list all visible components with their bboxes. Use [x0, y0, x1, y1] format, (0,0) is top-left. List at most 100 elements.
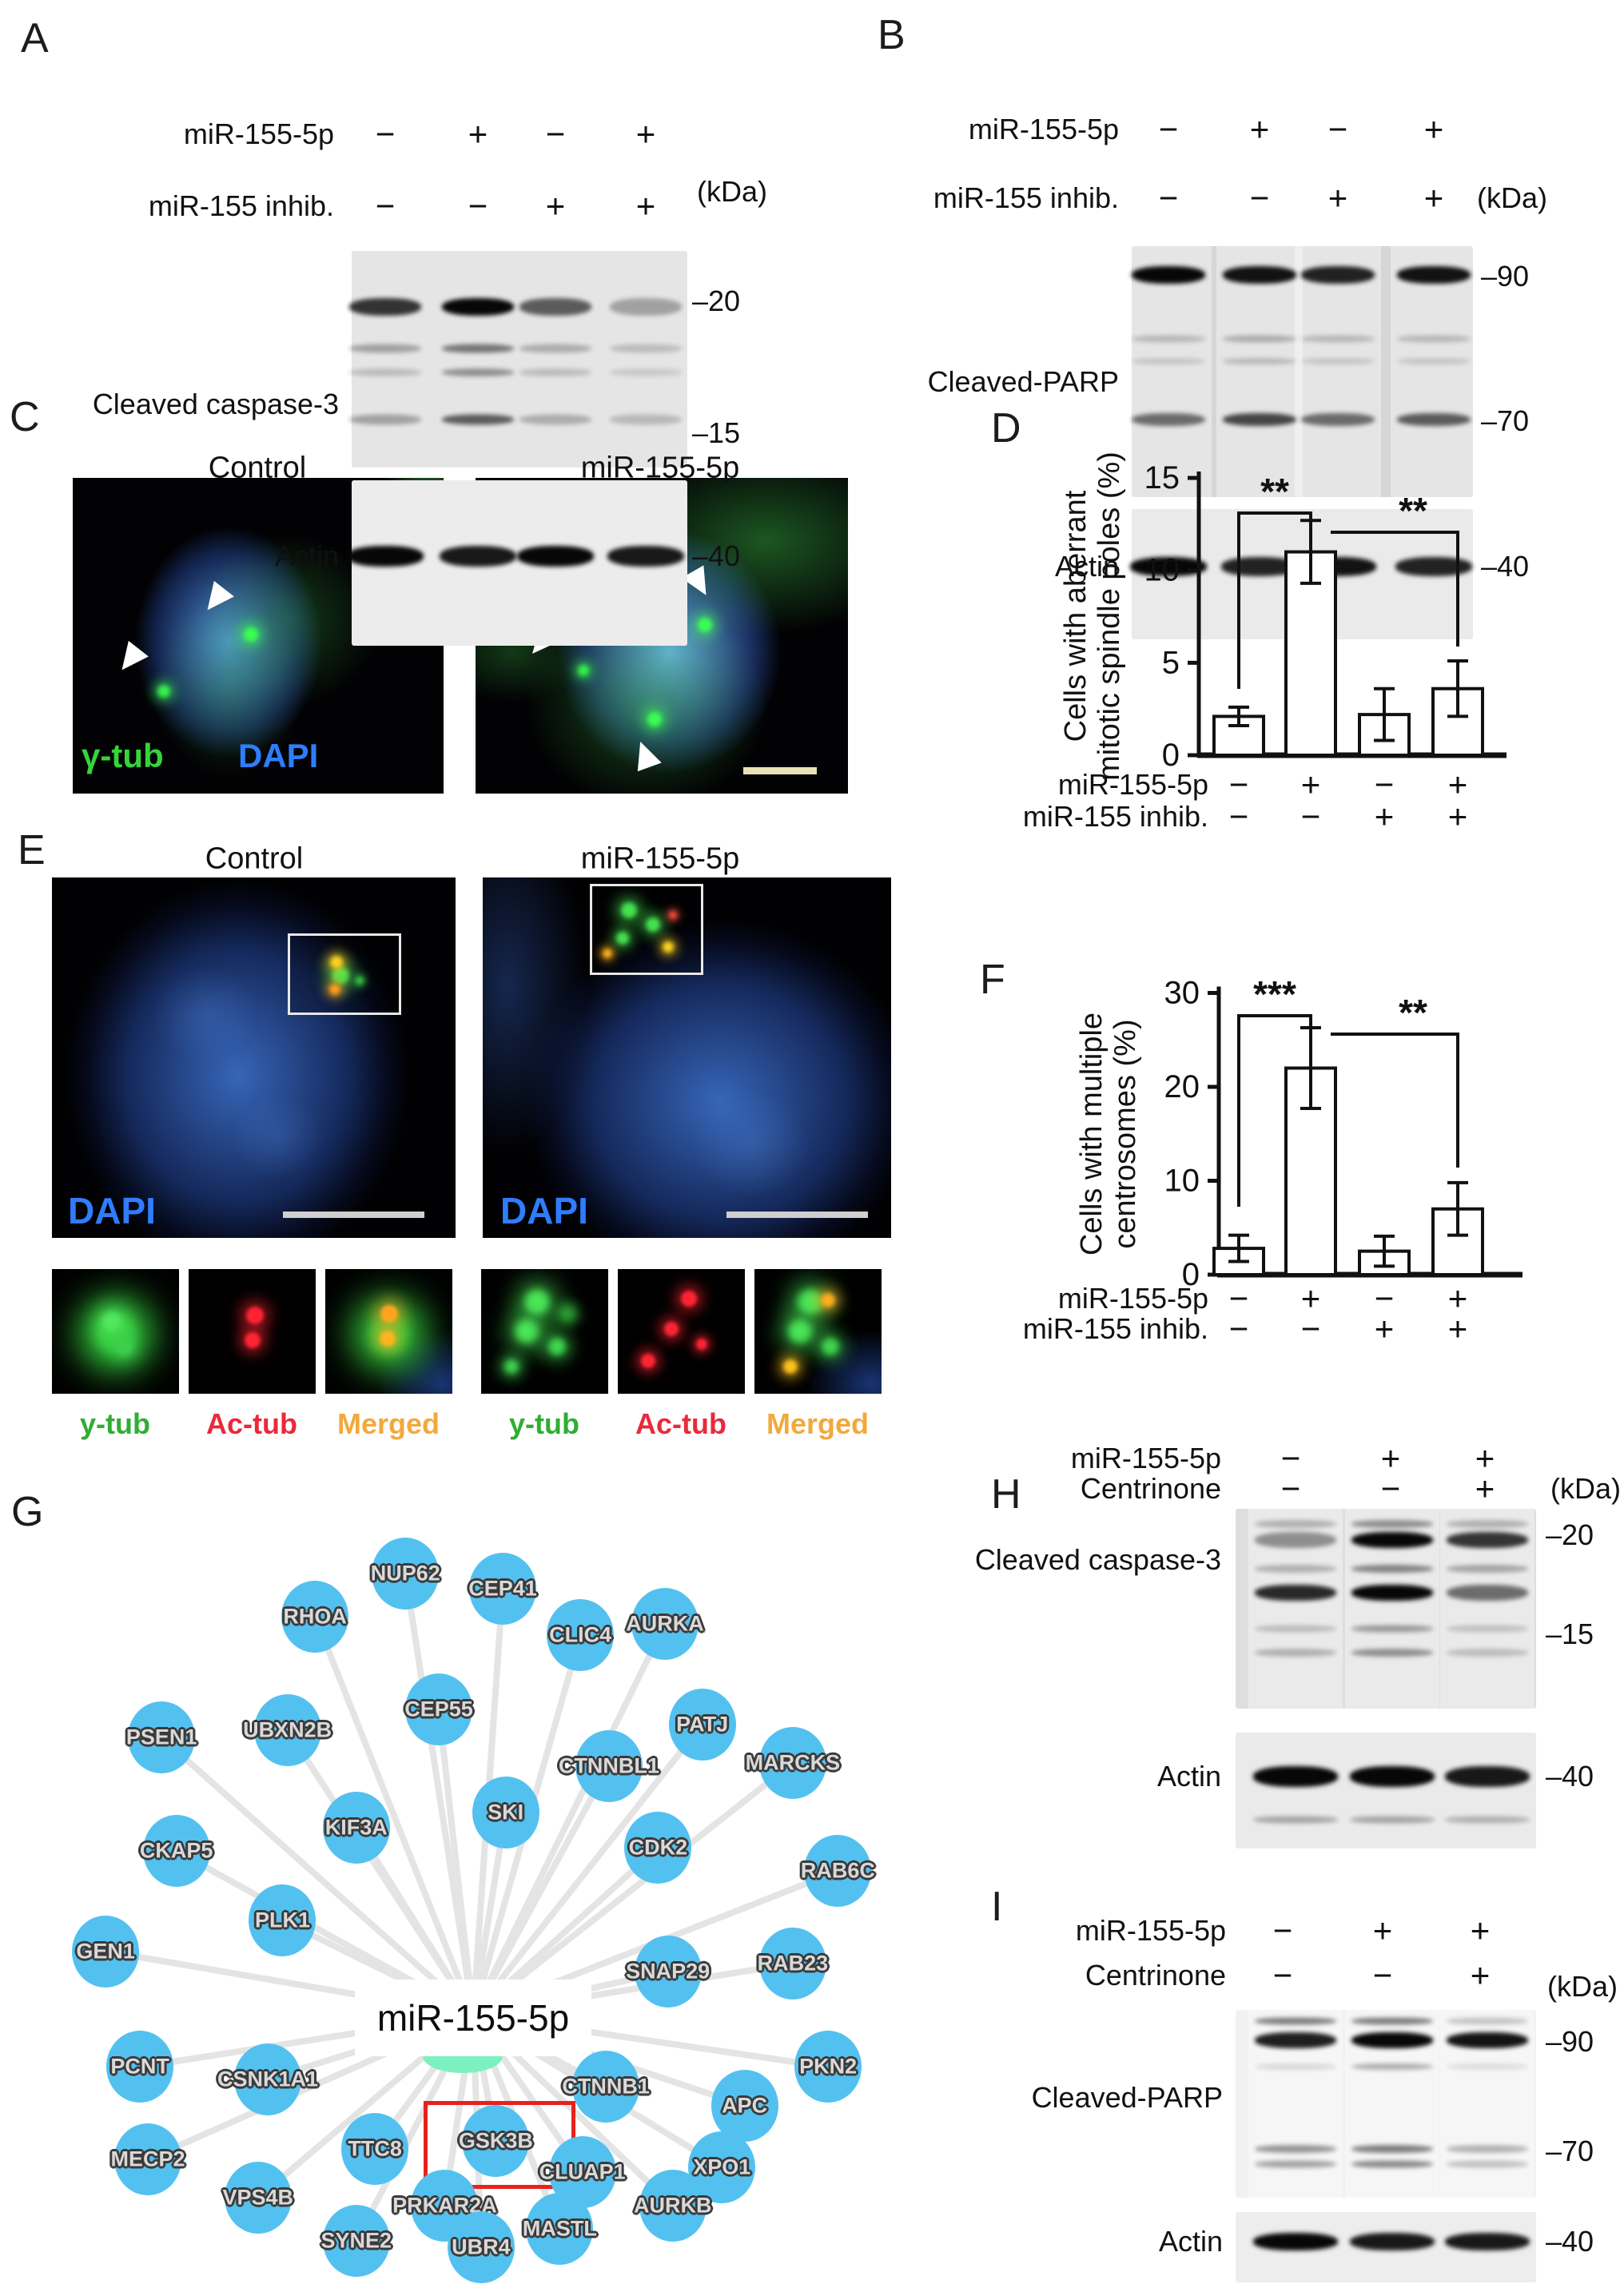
- fluorescent-dot: [821, 1293, 836, 1307]
- y-tick-label: 20: [1164, 1069, 1200, 1104]
- mir155-target-network: miR-155-5p NUP62 CEP41 RHOA CLIC4 AURKA CEP55 P…: [24, 1502, 1007, 2284]
- kda-unit-label: (kDa): [1547, 1970, 1618, 2003]
- condition-label-I-0: miR-155-5p: [1075, 1914, 1226, 1947]
- condition-sign: +: [1423, 179, 1444, 217]
- panel-letter-f: F: [980, 957, 1005, 1003]
- blot-band: [609, 414, 682, 425]
- condition-sign: −: [1249, 179, 1270, 217]
- fluorescent-dot: [356, 976, 364, 985]
- blot-band: [1253, 1766, 1339, 1788]
- condition-sign: +: [1447, 1310, 1468, 1347]
- blot-band: [1351, 2160, 1433, 2168]
- sig-stars: **: [1260, 471, 1289, 512]
- condition-sign: +: [1327, 179, 1348, 217]
- condition-label-A-1: miR-155 inhib.: [148, 189, 334, 222]
- condition-sign: +: [635, 187, 656, 225]
- panel-e-control-image: [52, 877, 456, 1238]
- fluorescent-dot: [603, 949, 613, 959]
- blot-band: [1351, 2017, 1433, 2025]
- blot-band: [1253, 2232, 1339, 2250]
- blot-band: [1300, 412, 1375, 426]
- condition-sign: −: [1374, 766, 1395, 803]
- gene-node-pkn2: [794, 2031, 862, 2103]
- y-tick-label: 10: [1164, 1164, 1200, 1199]
- channel-panel-3: [481, 1269, 608, 1394]
- condition-sign: −: [1228, 766, 1249, 803]
- condition-sign: −: [1228, 798, 1249, 835]
- condition-sign: +: [1475, 1439, 1495, 1477]
- fluorescent-dot: [646, 917, 661, 932]
- channel-label-3: y-tub: [509, 1407, 579, 1440]
- stain-label-dapi: DAPI: [238, 737, 319, 774]
- blot-label: Cleaved-PARP: [927, 365, 1119, 398]
- gene-node-label: MARCKS: [745, 1750, 841, 1775]
- blot-band: [1255, 1649, 1337, 1657]
- condition-sign: −: [1272, 1912, 1293, 1949]
- western-blot-A-actin: [347, 480, 687, 646]
- blot-band: [1447, 2063, 1529, 2070]
- blot-band: [1351, 1585, 1433, 1601]
- gene-node-label: SYNE2: [320, 2228, 392, 2253]
- gene-node-label: PRKAR2A: [392, 2193, 497, 2218]
- fluorescent-dot: [330, 955, 344, 969]
- kda-marker: –40: [1546, 1760, 1594, 1793]
- channel-panel-0: [52, 1269, 179, 1394]
- kda-marker: –20: [1546, 1518, 1594, 1551]
- y-tick-label: 5: [1162, 645, 1180, 680]
- y-tick-label: 15: [1144, 460, 1180, 495]
- blot-band: [1255, 2017, 1337, 2025]
- blot-band: [1447, 1565, 1529, 1573]
- condition-sign: +: [1372, 1912, 1393, 1949]
- sig-bracket: [1331, 1033, 1459, 1168]
- condition-sign: −: [1228, 1310, 1249, 1347]
- gene-node-label: GSK3B: [458, 2128, 533, 2153]
- gene-node-gen1: [72, 1915, 140, 1988]
- y-tick-label: 0: [1162, 738, 1180, 773]
- blot-band: [441, 298, 514, 316]
- panel-letter-i: I: [991, 1884, 1003, 1930]
- condition-sign: +: [545, 187, 566, 225]
- blot-band: [519, 368, 591, 376]
- gene-node-gsk3b: [462, 2105, 530, 2178]
- fluorescent-dot: [515, 1319, 539, 1343]
- kda-unit-label: (kDa): [1477, 181, 1547, 214]
- blot-band: [1351, 1519, 1433, 1528]
- blot-band: [1445, 1816, 1530, 1824]
- gene-node-ubr4: [447, 2211, 515, 2284]
- blot-band: [1255, 1531, 1337, 1548]
- fluorescent-dot: [616, 931, 630, 945]
- gene-node-ubxn2b: [253, 1693, 321, 1766]
- gene-node-label: RAB6C: [800, 1858, 875, 1883]
- kda-marker: –40: [1546, 2225, 1594, 2258]
- fluorescent-dot: [244, 1331, 261, 1348]
- gene-node-aurkb: [639, 2170, 707, 2242]
- blot-band: [1255, 1585, 1337, 1601]
- blot-band: [1447, 2017, 1529, 2025]
- fluorescent-dot: [621, 902, 638, 919]
- condition-label-I-1: Centrinone: [1085, 1959, 1226, 1992]
- gene-node-label: UBR4: [452, 2234, 511, 2259]
- network-edge: [436, 1705, 476, 2018]
- condition-sign: −: [468, 187, 488, 225]
- condition-label-H-0: miR-155-5p: [1070, 1442, 1221, 1474]
- kda-marker: –70: [1481, 404, 1530, 437]
- blot-band: [1351, 1649, 1433, 1657]
- condition-sign: −: [1372, 1956, 1393, 1994]
- condition-label-B-1: miR-155 inhib.: [933, 181, 1119, 214]
- condition-sign: −: [1158, 110, 1179, 148]
- blot-band: [1349, 1816, 1435, 1824]
- blot-band: [1351, 2031, 1433, 2048]
- gene-node-label: MASTL: [522, 2216, 597, 2241]
- fluorescent-dot: [116, 1339, 133, 1356]
- y-axis-title: Cells with aberrant: [1059, 490, 1093, 742]
- gene-node-pcnt: [106, 2031, 174, 2103]
- kda-unit-label: (kDa): [697, 175, 767, 208]
- network-edge: [312, 1613, 476, 2018]
- blot-band: [607, 546, 684, 567]
- network-edge: [470, 1760, 796, 2018]
- western-blot-H-caspase: [1236, 1509, 1536, 1709]
- panel-letter-e: E: [18, 827, 46, 873]
- gene-node-label: CLIC4: [549, 1622, 612, 1647]
- blot-band: [441, 368, 514, 376]
